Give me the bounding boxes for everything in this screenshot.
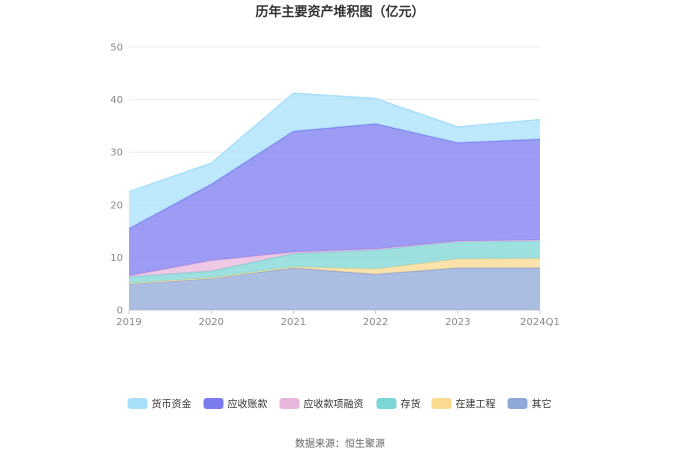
legend-swatch (431, 398, 452, 409)
legend-label: 应收账款 (228, 398, 268, 411)
legend-item[interactable]: 存货 (376, 398, 421, 411)
y-axis-ticks: 0 10 20 30 40 50 (110, 43, 123, 317)
area-series-1[interactable] (129, 258, 540, 284)
y-tick-label: 20 (110, 200, 123, 211)
chart-title: 历年主要资产堆积图（亿元） (255, 4, 424, 20)
x-tick-label: 2022 (363, 317, 388, 328)
legend-item[interactable]: 应收账款 (203, 398, 268, 411)
x-tick-label: 2023 (445, 317, 470, 328)
legend-item[interactable]: 其它 (507, 398, 552, 411)
area-series (128, 92, 541, 310)
y-tick-label: 50 (110, 43, 123, 54)
area-series-0[interactable] (129, 267, 540, 310)
x-tick-label: 2024Q1 (520, 317, 560, 328)
x-tick-label: 2020 (198, 317, 223, 328)
y-tick-label: 40 (110, 95, 123, 106)
legend-swatch (203, 398, 224, 409)
y-tick-label: 30 (110, 148, 123, 159)
legend-item[interactable]: 在建工程 (431, 398, 496, 411)
area-series-3[interactable] (129, 240, 540, 277)
x-tick-label: 2019 (116, 317, 141, 328)
area-series-5[interactable] (129, 93, 540, 229)
legend-label: 货币资金 (152, 398, 192, 411)
x-axis-ticks: 2019 2020 2021 2022 2023 2024Q1 (116, 310, 560, 328)
legend-item[interactable]: 货币资金 (127, 398, 192, 411)
source-text: 数据来源：恒生聚源 (295, 437, 385, 450)
legend-label: 存货 (401, 398, 421, 411)
x-tick-label: 2021 (281, 317, 306, 328)
legend-label: 应收款项融资 (304, 398, 364, 411)
legend-swatch (127, 398, 148, 409)
y-tick-label: 0 (117, 306, 123, 317)
legend-label: 其它 (532, 398, 552, 411)
chart-legend[interactable]: 货币资金 应收账款 应收款项融资 存货 在建工程 其它 (127, 398, 552, 411)
legend-swatch (507, 398, 528, 409)
legend-swatch (376, 398, 397, 409)
legend-swatch (279, 398, 300, 409)
y-tick-label: 10 (110, 253, 123, 264)
area-series-line-5 (128, 92, 541, 193)
legend-item[interactable]: 应收款项融资 (279, 398, 364, 411)
area-series-4[interactable] (129, 123, 540, 276)
area-series-2[interactable] (129, 240, 540, 284)
legend-label: 在建工程 (456, 398, 496, 411)
